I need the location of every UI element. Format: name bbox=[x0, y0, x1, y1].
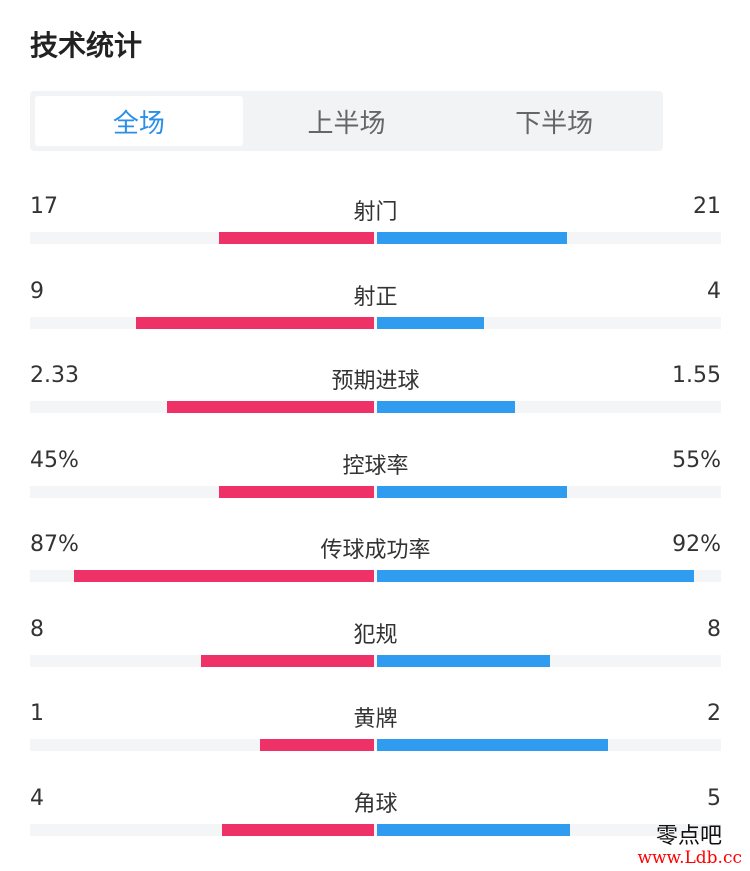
stat-row: 17 射门 21 bbox=[30, 170, 721, 255]
left-bar bbox=[219, 485, 374, 498]
right-bar bbox=[377, 654, 550, 667]
right-value: 92% bbox=[672, 532, 721, 557]
stat-row: 45% 控球率 55% bbox=[30, 424, 721, 509]
stat-row: 87% 传球成功率 92% bbox=[30, 508, 721, 593]
comparison-bar-track bbox=[30, 232, 721, 244]
stat-name: 黄牌 bbox=[353, 707, 398, 732]
right-bar bbox=[377, 570, 694, 582]
tab-first-half[interactable]: 上半场 bbox=[307, 108, 386, 139]
watermark-logo-text: 零点吧 bbox=[655, 824, 722, 849]
left-value: 8 bbox=[30, 616, 44, 642]
stat-name: 控球率 bbox=[342, 453, 409, 479]
right-value: 4 bbox=[707, 278, 721, 304]
right-value: 2 bbox=[707, 701, 721, 726]
left-value: 1 bbox=[30, 701, 44, 726]
stat-name: 角球 bbox=[353, 791, 398, 817]
stat-row: 8 犯规 8 bbox=[30, 593, 721, 678]
stat-name: 射正 bbox=[353, 284, 398, 310]
left-bar bbox=[222, 823, 374, 836]
right-bar bbox=[377, 401, 515, 413]
stat-name: 传球成功率 bbox=[320, 538, 431, 563]
right-value: 8 bbox=[707, 616, 721, 642]
right-bar bbox=[377, 232, 567, 244]
comparison-bar-track bbox=[30, 401, 721, 413]
comparison-bar-track bbox=[30, 570, 721, 582]
stat-row: 1 黄牌 2 bbox=[30, 677, 721, 762]
comparison-bar-track bbox=[30, 654, 721, 667]
stat-name: 犯规 bbox=[353, 622, 398, 648]
stats-list: 17 射门 21 9 射正 4 2.33 预期进球 1.55 45% 控球率 5… bbox=[30, 170, 721, 846]
comparison-bar-track bbox=[30, 485, 721, 498]
left-bar bbox=[74, 570, 374, 582]
right-bar bbox=[377, 316, 484, 329]
comparison-bar-track bbox=[30, 316, 721, 329]
left-value: 9 bbox=[30, 278, 44, 304]
right-value: 5 bbox=[707, 785, 721, 811]
comparison-bar-track bbox=[30, 739, 721, 751]
left-value: 4 bbox=[30, 785, 44, 811]
left-bar bbox=[260, 739, 374, 751]
comparison-bar-track bbox=[30, 823, 721, 836]
tab-second-half[interactable]: 下半场 bbox=[515, 108, 594, 139]
left-value: 2.33 bbox=[30, 363, 79, 388]
stat-name: 预期进球 bbox=[331, 369, 420, 394]
left-value: 87% bbox=[30, 532, 79, 557]
page-title: 技术统计 bbox=[30, 29, 143, 62]
left-bar bbox=[201, 654, 374, 667]
stat-row: 2.33 预期进球 1.55 bbox=[30, 339, 721, 424]
tab-full-match[interactable]: 全场 bbox=[35, 96, 243, 146]
right-value: 55% bbox=[672, 447, 721, 473]
right-value: 1.55 bbox=[672, 363, 721, 388]
right-bar bbox=[377, 739, 608, 751]
right-bar bbox=[377, 823, 570, 836]
left-bar bbox=[136, 316, 374, 329]
stat-row: 9 射正 4 bbox=[30, 255, 721, 340]
watermark-url: www.Ldb.cc bbox=[637, 848, 742, 868]
left-value: 45% bbox=[30, 447, 79, 473]
right-bar bbox=[377, 485, 567, 498]
stat-row: 4 角球 5 bbox=[30, 762, 721, 847]
left-bar bbox=[219, 232, 374, 244]
left-bar bbox=[167, 401, 374, 413]
right-value: 21 bbox=[693, 194, 721, 219]
period-tabs: 全场 上半场 下半场 bbox=[30, 91, 663, 151]
stat-name: 射门 bbox=[353, 200, 398, 225]
left-value: 17 bbox=[30, 194, 58, 219]
